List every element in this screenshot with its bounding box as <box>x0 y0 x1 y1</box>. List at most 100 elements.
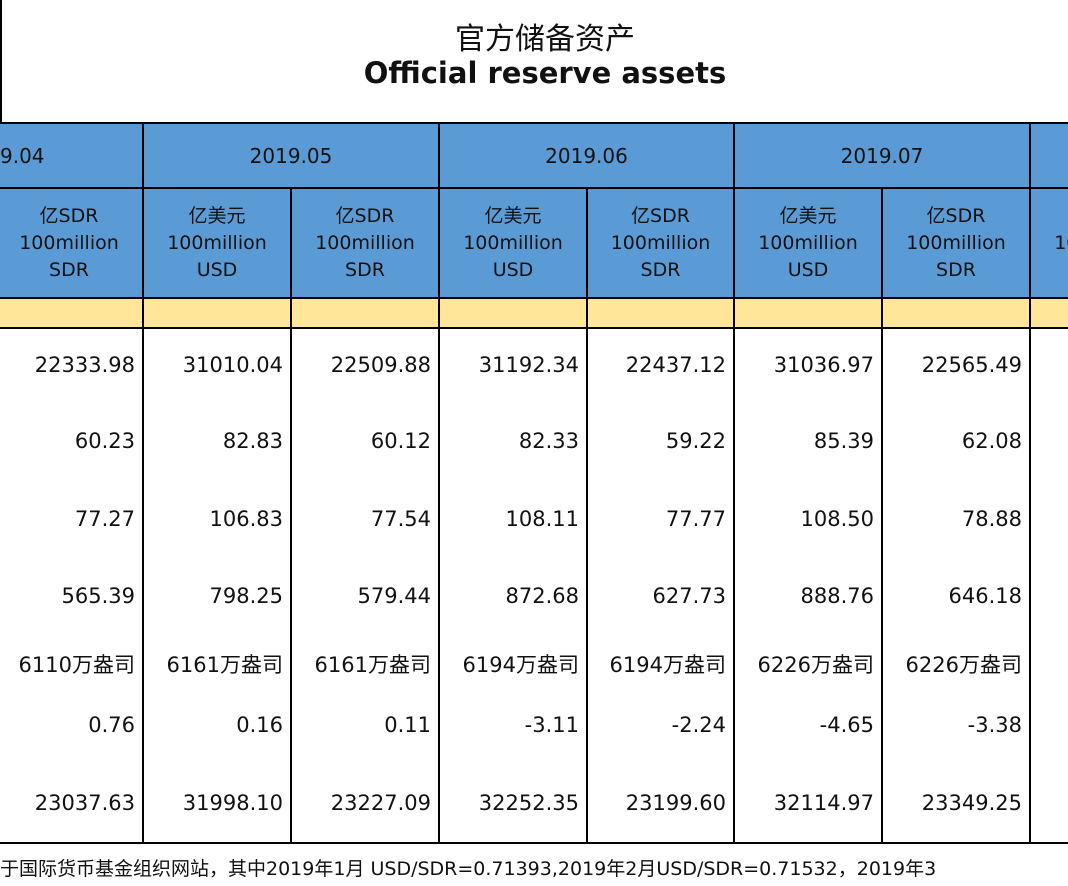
value-cell: 579.44 <box>357 584 431 608</box>
value-cell: 60.23 <box>74 429 135 453</box>
value-cell: 31192.34 <box>478 353 579 377</box>
unit-line: SDR <box>49 258 89 281</box>
unit-header: 亿美元 100million USD <box>143 188 291 298</box>
unit-header: 亿SDR 100million SDR <box>882 188 1030 298</box>
value-cell: 31010.04 <box>182 353 283 377</box>
value-cell: 6110万盎司 <box>18 653 135 677</box>
value-cell: 565.39 <box>61 584 135 608</box>
unit-line: SDR <box>640 258 681 281</box>
row-border <box>0 842 1068 844</box>
value-cell: 60.12 <box>370 429 431 453</box>
unit-line: 亿SDR <box>39 204 99 227</box>
title-cn: 官方储备资产 <box>455 22 635 57</box>
value-cell: 6194万盎司 <box>609 653 726 677</box>
unit-line: 亿SDR <box>335 204 395 227</box>
value-cell: 646.18 <box>948 584 1022 608</box>
value-cell: 798.25 <box>209 584 283 608</box>
value-cell: 78.88 <box>961 507 1022 531</box>
value-cell: 23349.25 <box>921 791 1022 815</box>
footnote: 于国际货币基金组织网站，其中2019年1月 USD/SDR=0.71393,20… <box>0 858 937 880</box>
value-cell: 108.50 <box>800 507 874 531</box>
value-cell: 82.33 <box>518 429 579 453</box>
value-cell: 31036.97 <box>773 353 874 377</box>
unit-line: 亿美元 <box>188 204 246 227</box>
left-border <box>0 0 2 123</box>
unit-header: 亿SDR 100million SDR <box>291 188 439 298</box>
value-cell: -3.38 <box>967 713 1022 737</box>
value-cell: 85.39 <box>813 429 874 453</box>
unit-line: SDR <box>345 258 385 281</box>
unit-line: SDR <box>936 258 976 281</box>
value-cell: 62.08 <box>961 429 1022 453</box>
value-cell: 108.11 <box>505 507 579 531</box>
unit-row <box>0 188 1068 298</box>
column-border <box>290 187 292 844</box>
unit-line: 100million <box>610 231 711 254</box>
value-cell: 31998.10 <box>182 791 283 815</box>
row-border <box>0 187 1068 189</box>
value-cell: 23037.63 <box>34 791 135 815</box>
value-cell: 6161万盎司 <box>166 653 283 677</box>
period-header: 2019.05 <box>249 143 333 168</box>
row-border <box>0 122 1068 124</box>
unit-line: 亿美元 <box>484 204 542 227</box>
unit-line: USD <box>492 258 534 281</box>
column-border <box>438 122 440 844</box>
period-header: 9.04 <box>0 143 45 168</box>
unit-line: USD <box>787 258 829 281</box>
column-border <box>1029 122 1031 844</box>
value-cell: 6161万盎司 <box>314 653 431 677</box>
value-cell: 32114.97 <box>773 791 874 815</box>
column-border <box>881 187 883 844</box>
column-border <box>733 122 735 844</box>
column-border <box>586 187 588 844</box>
value-cell: 23199.60 <box>625 791 726 815</box>
value-cell: 22565.49 <box>921 353 1022 377</box>
title-en: Official reserve assets <box>363 56 727 90</box>
period-row <box>0 123 1068 188</box>
unit-line: 亿美元 <box>779 204 837 227</box>
value-cell: 77.54 <box>370 507 431 531</box>
value-cell: -4.65 <box>819 713 874 737</box>
value-cell: 77.27 <box>74 507 135 531</box>
unit-header: 亿SDR 100million SDR <box>0 188 143 298</box>
value-cell: 106.83 <box>209 507 283 531</box>
blank-row <box>0 298 1068 328</box>
unit-line: 亿SDR <box>631 204 690 227</box>
row-border <box>0 297 1068 299</box>
unit-line: 100million <box>167 231 267 254</box>
value-cell: 0.76 <box>88 713 135 737</box>
value-cell: 22333.98 <box>34 353 135 377</box>
value-cell: 872.68 <box>505 584 579 608</box>
value-cell: 22509.88 <box>330 353 431 377</box>
period-header: 2019.07 <box>840 143 924 168</box>
value-cell: 888.76 <box>800 584 874 608</box>
value-cell: 0.11 <box>384 713 431 737</box>
unit-line: 亿SDR <box>926 204 986 227</box>
value-cell: 32252.35 <box>478 791 579 815</box>
unit-line: 100million <box>758 231 858 254</box>
value-cell: -3.11 <box>524 713 579 737</box>
unit-header: 亿SDR 100million SDR <box>587 188 734 298</box>
unit-line: 100million <box>315 231 415 254</box>
unit-line: 100million <box>1054 231 1068 254</box>
value-cell: 6226万盎司 <box>905 653 1022 677</box>
value-cell: 59.22 <box>665 429 726 453</box>
value-cell: -2.24 <box>671 713 726 737</box>
unit-header: 亿美元 100million USD <box>734 188 882 298</box>
column-border <box>142 122 144 844</box>
value-cell: 627.73 <box>652 584 726 608</box>
value-cell: 6194万盎司 <box>462 653 579 677</box>
unit-line: USD <box>196 258 238 281</box>
value-cell: 6226万盎司 <box>757 653 874 677</box>
unit-line: 100million <box>906 231 1006 254</box>
period-header: 2019.06 <box>545 143 628 168</box>
value-cell: 77.77 <box>665 507 726 531</box>
value-cell: 82.83 <box>222 429 283 453</box>
value-cell: 22437.12 <box>625 353 726 377</box>
row-border <box>0 327 1068 329</box>
unit-line: 100million <box>19 231 119 254</box>
